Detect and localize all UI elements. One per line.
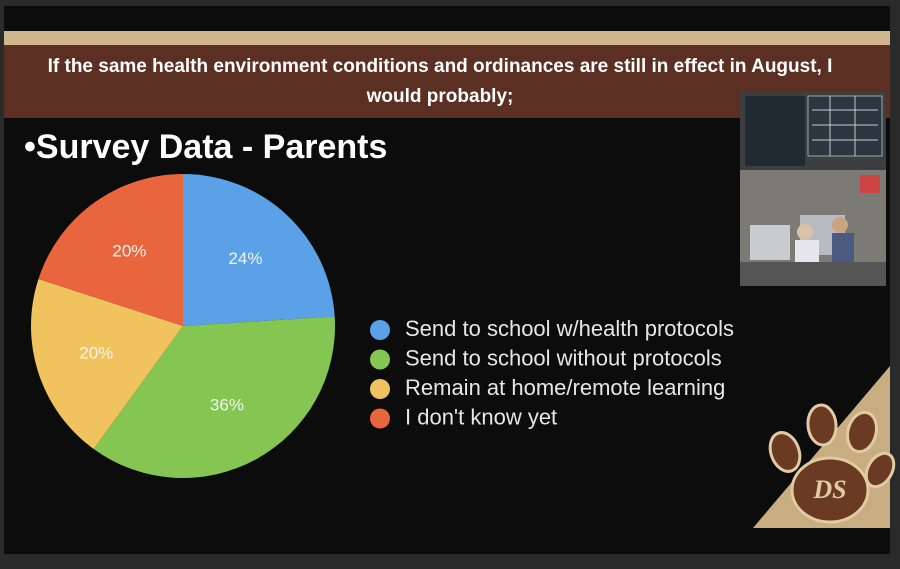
legend-swatch — [370, 408, 390, 429]
chart-title: •Survey Data - Parents — [24, 128, 388, 166]
logo-text: DS — [812, 475, 846, 504]
legend-label: Remain at home/remote learning — [405, 375, 725, 400]
slide-subtitle: If the same health environment condition… — [47, 56, 833, 107]
legend-swatch — [370, 349, 390, 370]
pie-slice — [93, 316, 335, 478]
data-label: 20% — [79, 344, 113, 363]
data-label: 36% — [210, 395, 244, 414]
pie-slice — [38, 174, 184, 326]
data-label: 24% — [228, 249, 262, 268]
legend-label: Send to school w/health protocols — [405, 316, 734, 341]
logo: DS — [753, 366, 896, 528]
photo — [740, 92, 886, 286]
legend-label: I don't know yet — [405, 404, 557, 429]
header-band — [4, 31, 890, 45]
data-label: 20% — [112, 242, 146, 261]
pie-slice — [183, 174, 335, 326]
legend-swatch — [370, 379, 390, 399]
legend-swatch — [370, 320, 390, 340]
legend-label: Send to school without protocols — [405, 345, 722, 370]
pie-slice — [30, 279, 183, 449]
